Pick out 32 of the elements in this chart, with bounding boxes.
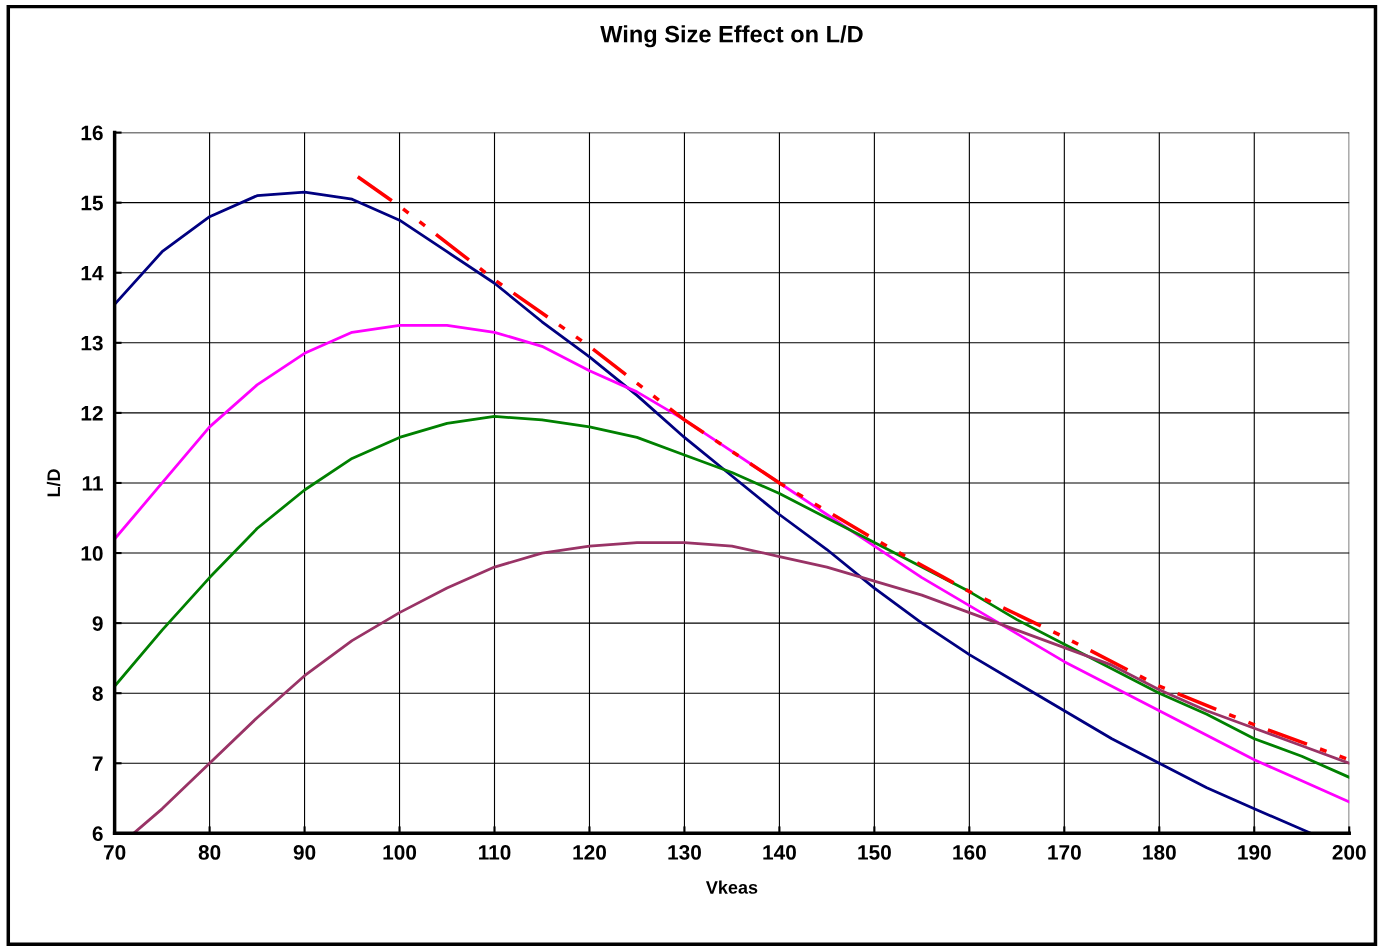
x-tick-label: 70 bbox=[103, 845, 126, 860]
y-tick-label: 14 bbox=[81, 265, 104, 281]
y-tick-label: 7 bbox=[92, 756, 103, 771]
y-tick-label: 9 bbox=[92, 616, 103, 631]
x-tick-label: 120 bbox=[573, 845, 606, 860]
chart-title: Wing Size Effect on L/D bbox=[600, 25, 863, 48]
y-tick-label: 15 bbox=[81, 195, 103, 211]
line-series bbox=[132, 541, 1350, 834]
x-tick-label: 110 bbox=[479, 845, 511, 860]
y-tick-label: 6 bbox=[92, 826, 103, 842]
x-tick-label: 170 bbox=[1048, 845, 1081, 860]
line-series bbox=[114, 323, 1350, 804]
y-tick-label: 16 bbox=[81, 125, 103, 141]
line-series bbox=[114, 415, 1350, 779]
y-tick-label: 8 bbox=[92, 686, 103, 701]
y-tick-label: 11 bbox=[82, 476, 103, 491]
line-series bbox=[114, 190, 1313, 834]
y-tick-label: 10 bbox=[81, 546, 103, 561]
x-tick-label: 140 bbox=[763, 845, 796, 860]
y-axis-title: L/D bbox=[46, 469, 61, 497]
x-tick-label: 150 bbox=[858, 845, 891, 860]
x-tick-label: 80 bbox=[198, 845, 221, 860]
x-tick-label: 100 bbox=[383, 845, 417, 860]
x-tick-label: 90 bbox=[293, 845, 316, 860]
x-axis-title: Vkeas bbox=[705, 880, 758, 894]
x-tick-label: 180 bbox=[1143, 845, 1176, 860]
x-tick-label: 200 bbox=[1332, 845, 1366, 860]
x-tick-label: 190 bbox=[1238, 845, 1271, 860]
x-tick-label: 130 bbox=[668, 845, 701, 860]
x-tick-label: 160 bbox=[953, 845, 986, 860]
y-tick-label: 13 bbox=[81, 335, 103, 351]
y-tick-label: 12 bbox=[81, 405, 103, 421]
